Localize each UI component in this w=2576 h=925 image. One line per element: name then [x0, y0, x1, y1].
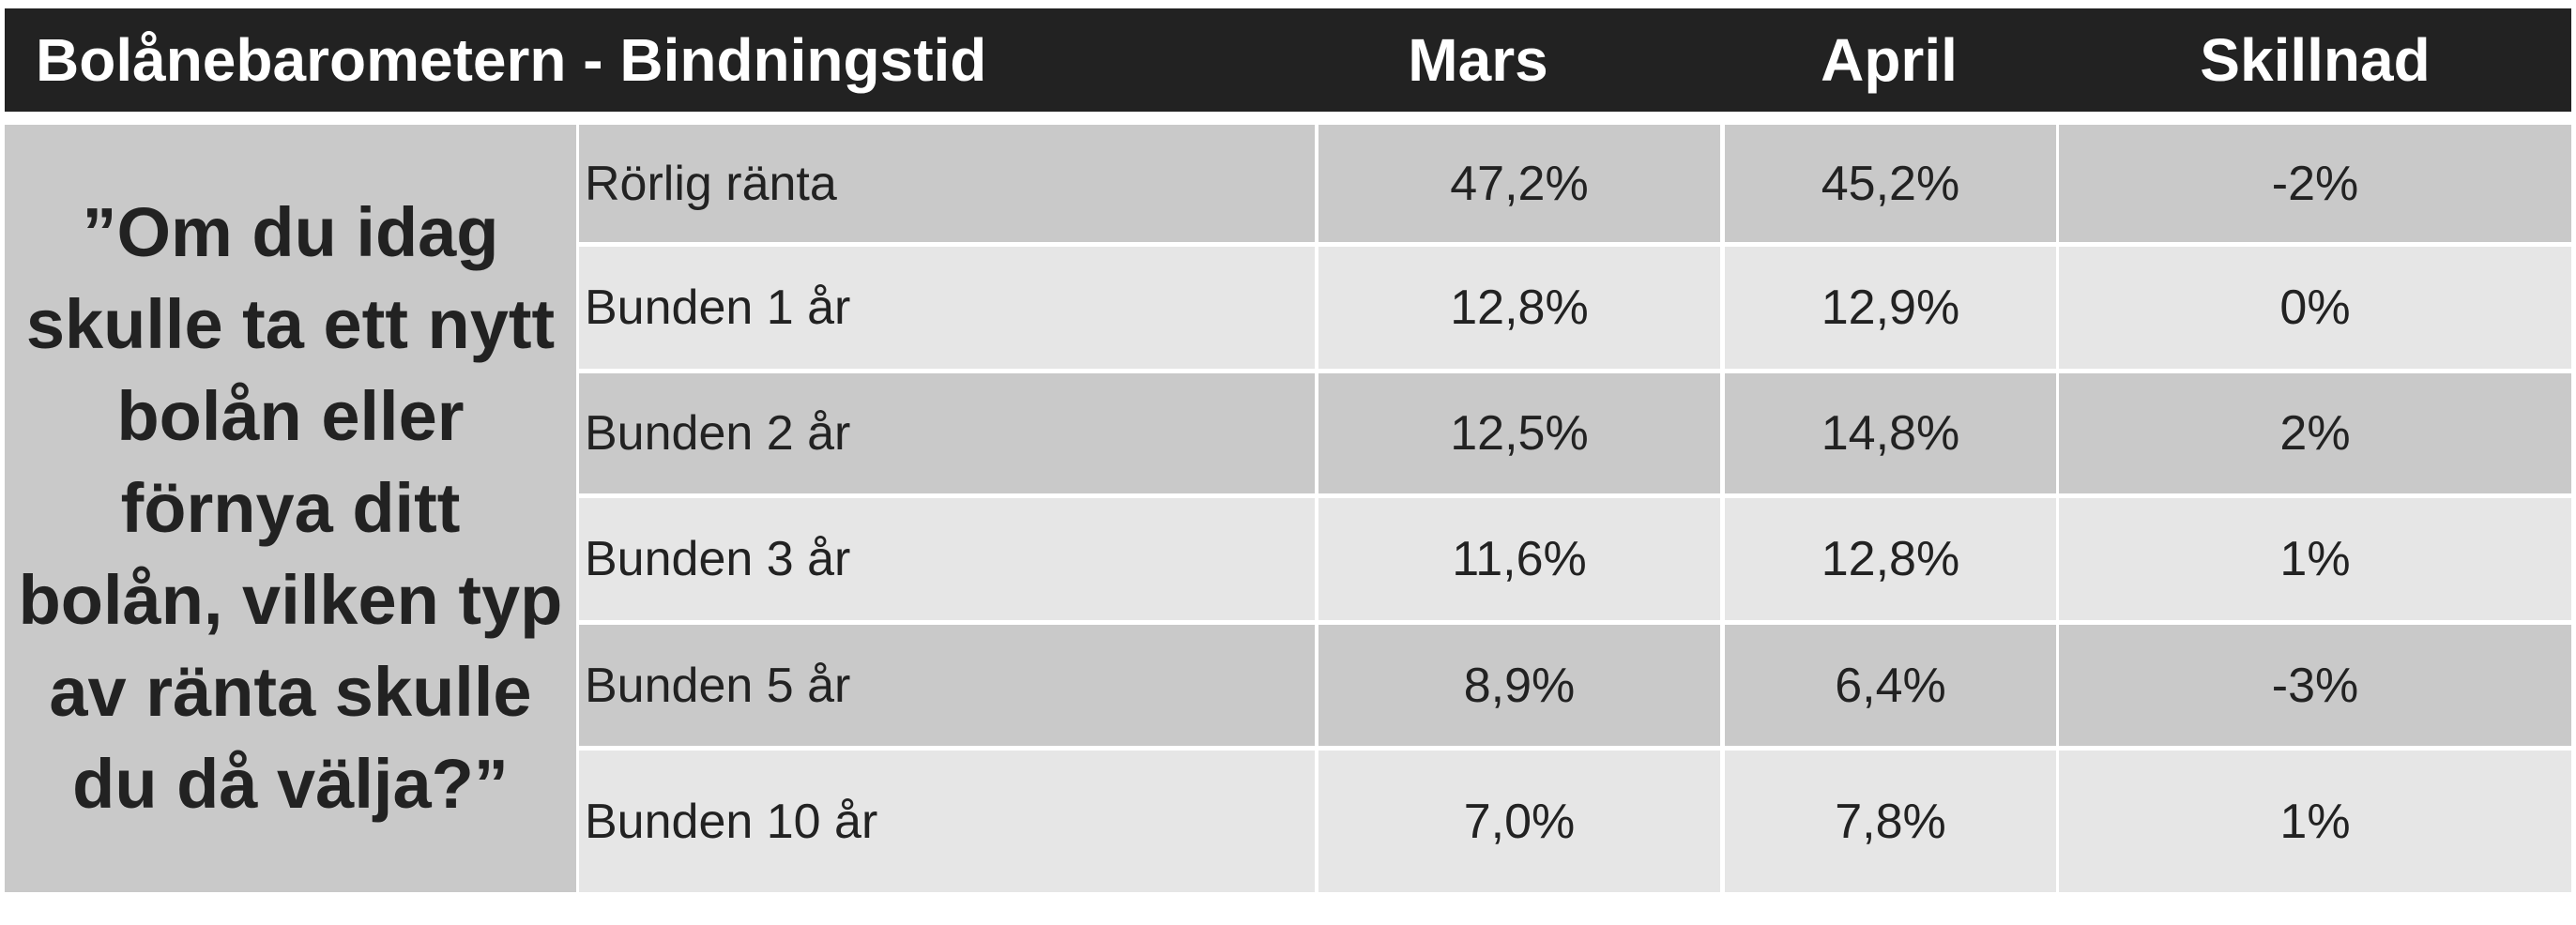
row-label: Bunden 3 år	[579, 498, 1315, 620]
question: ”Om du idag skulle ta ett nytt bolån ell…	[5, 125, 576, 892]
value-cell: -2%	[2059, 125, 2571, 242]
column-header: April	[1821, 26, 1958, 94]
value-cell: 11,6%	[1318, 498, 1720, 620]
value-cell: 12,5%	[1318, 373, 1720, 493]
value-cell: 1%	[2059, 751, 2571, 892]
header-bar	[5, 8, 2571, 112]
value-cell: 45,2%	[1725, 125, 2056, 242]
row-label: Rörlig ränta	[579, 125, 1315, 242]
value-cell: 6,4%	[1725, 625, 2056, 746]
value-cell: 12,9%	[1725, 247, 2056, 369]
value-cell: 1%	[2059, 498, 2571, 620]
value-cell: 2%	[2059, 373, 2571, 493]
value-cell: 8,9%	[1318, 625, 1720, 746]
value-cell: 47,2%	[1318, 125, 1720, 242]
row-label: Bunden 5 år	[579, 625, 1315, 746]
value-cell: 0%	[2059, 247, 2571, 369]
value-cell: -3%	[2059, 625, 2571, 746]
value-cell: 7,8%	[1725, 751, 2056, 892]
header-title: Bolånebarometern - Bindningstid	[36, 26, 987, 94]
row-label: Bunden 1 år	[579, 247, 1315, 369]
row-label: Bunden 2 år	[579, 373, 1315, 493]
value-cell: 12,8%	[1318, 247, 1720, 369]
value-cell: 7,0%	[1318, 751, 1720, 892]
column-header: Mars	[1408, 26, 1548, 94]
column-header: Skillnad	[2200, 26, 2431, 94]
value-cell: 14,8%	[1725, 373, 2056, 493]
value-cell: 12,8%	[1725, 498, 2056, 620]
row-label: Bunden 10 år	[579, 751, 1315, 892]
